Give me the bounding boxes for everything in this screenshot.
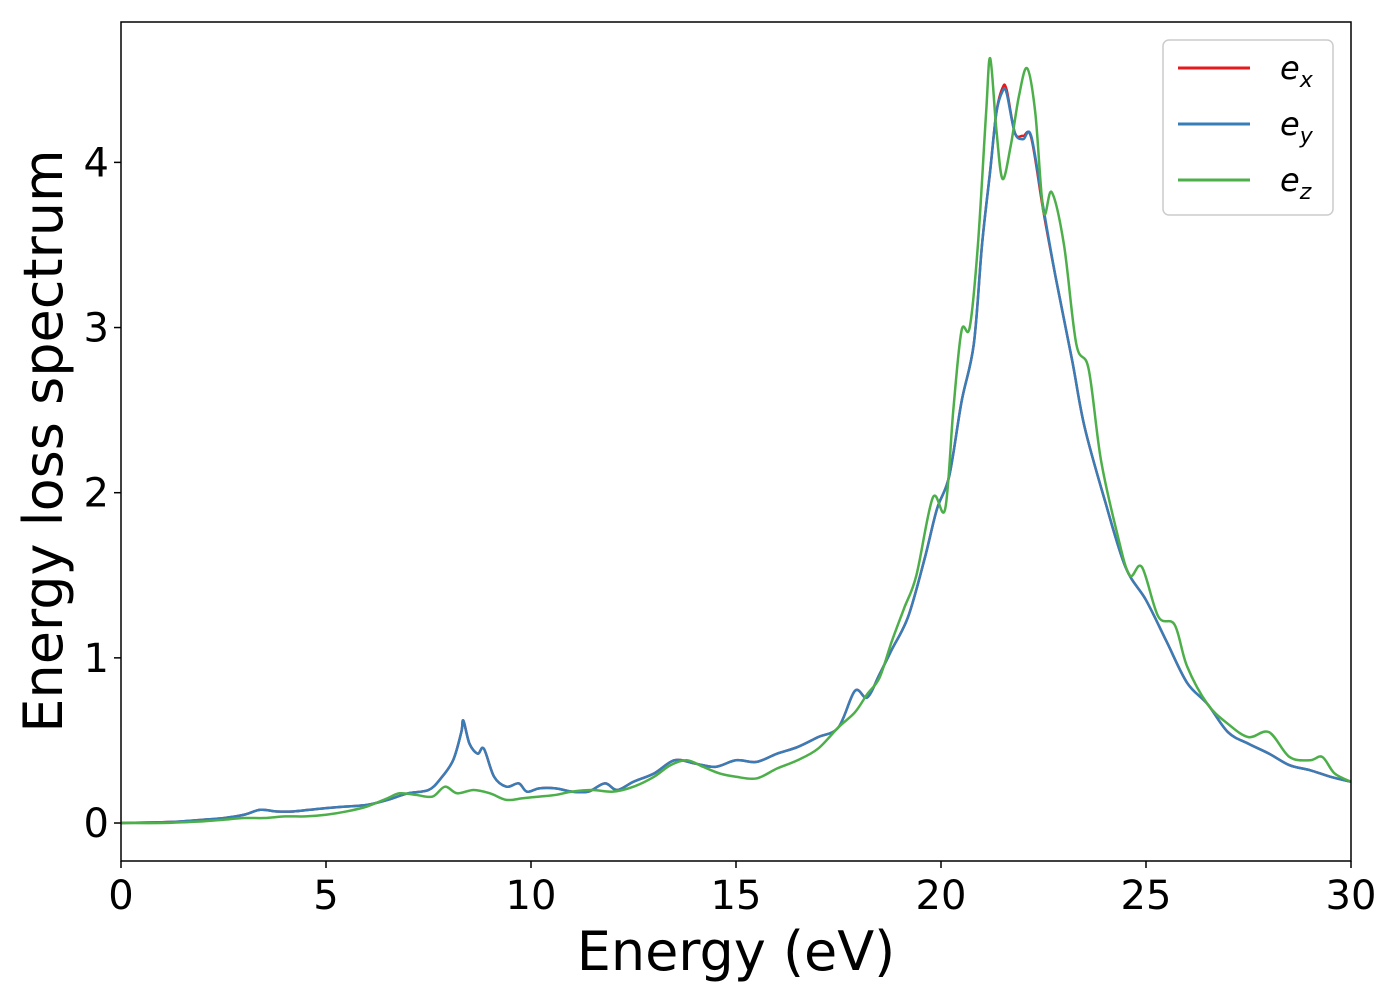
legend-label: ex (1280, 49, 1314, 93)
legend: ex ey ez (1162, 39, 1334, 216)
x-tick-label: 25 (1121, 873, 1172, 919)
series-line-ez (121, 57, 1351, 825)
y-tick-label: 2 (84, 471, 109, 517)
y-tick-label: 0 (84, 801, 109, 847)
y-axis-label: Energy loss spectrum (12, 149, 75, 732)
series-line-ey (121, 87, 1351, 825)
y-tick-label: 1 (84, 636, 109, 682)
x-axis-label: Energy (eV) (577, 920, 896, 983)
y-tick-label: 4 (84, 140, 109, 186)
series-layer (121, 57, 1351, 825)
x-tick-label: 15 (711, 873, 762, 919)
x-axis: 0 5 10 15 20 25 30 (108, 861, 1376, 919)
x-tick-label: 20 (916, 873, 967, 919)
y-tick-label: 3 (84, 306, 109, 352)
x-tick-label: 30 (1326, 873, 1377, 919)
legend-label: ey (1280, 105, 1314, 149)
legend-box (1162, 39, 1334, 216)
legend-label: ez (1280, 161, 1312, 205)
x-tick-label: 5 (313, 873, 338, 919)
y-axis: 0 1 2 3 4 (84, 140, 121, 847)
x-tick-label: 10 (506, 873, 557, 919)
x-tick-label: 0 (108, 873, 133, 919)
